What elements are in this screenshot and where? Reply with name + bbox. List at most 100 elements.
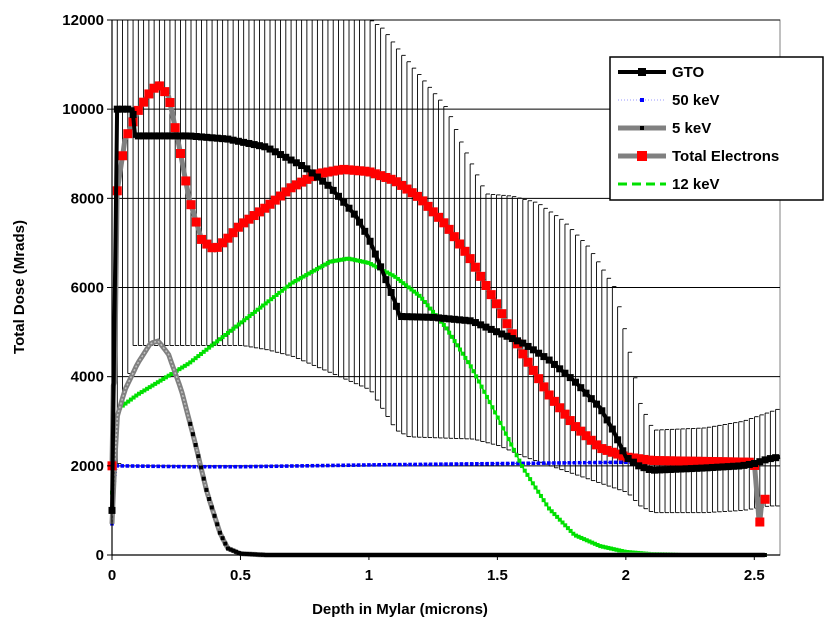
series-12kev-point bbox=[576, 534, 581, 539]
x-tick-label: 1 bbox=[365, 567, 373, 584]
series-50kev-point bbox=[418, 462, 423, 467]
series-gto-point bbox=[377, 263, 385, 271]
series-12kev-point bbox=[371, 263, 376, 268]
series-gto-point bbox=[608, 425, 616, 433]
series-50kev-point bbox=[588, 460, 592, 465]
series-total-electrons-point bbox=[397, 180, 407, 190]
series-50kev-point bbox=[284, 464, 289, 468]
series-total-electrons-point bbox=[233, 222, 243, 232]
series-gto-point bbox=[340, 198, 348, 206]
series-total-electrons-point bbox=[291, 180, 301, 190]
series-gto-point bbox=[150, 132, 158, 140]
series-12kev-point bbox=[627, 550, 632, 555]
series-12kev-point bbox=[193, 356, 198, 361]
series-12kev-point bbox=[242, 318, 247, 323]
series-12kev-point bbox=[320, 264, 325, 269]
series-total-electrons-point bbox=[523, 357, 533, 367]
series-gto-point bbox=[751, 460, 759, 468]
series-gto-point bbox=[171, 132, 179, 140]
series-gto-point bbox=[356, 218, 364, 226]
series-50kev-point bbox=[156, 464, 161, 469]
series-total-electrons-point bbox=[702, 456, 712, 466]
series-50kev-point bbox=[490, 461, 495, 466]
y-tick-label: 10000 bbox=[62, 101, 104, 118]
series-50kev-point bbox=[146, 464, 150, 469]
series-50kev-point bbox=[120, 464, 125, 468]
series-50kev-point bbox=[259, 464, 263, 469]
series-gto-point bbox=[234, 137, 242, 145]
series-12kev-point bbox=[306, 271, 311, 276]
series-12kev-point bbox=[368, 262, 373, 267]
series-total-electrons-point bbox=[344, 165, 354, 175]
series-50kev-point bbox=[192, 464, 197, 469]
series-12kev-point bbox=[555, 514, 560, 519]
series-12kev-point bbox=[220, 335, 225, 340]
series-12kev-point bbox=[495, 415, 500, 420]
legend-label: 5 keV bbox=[672, 120, 711, 137]
series-total-electrons-point bbox=[518, 349, 528, 359]
series-gto-point bbox=[192, 132, 200, 140]
series-50kev-point bbox=[449, 462, 453, 466]
series-total-electrons-point bbox=[628, 453, 638, 463]
series-5kev-point bbox=[228, 547, 233, 552]
series-total-electrons-point bbox=[197, 234, 207, 244]
series-12kev-point bbox=[317, 265, 322, 270]
series-12kev-point bbox=[142, 388, 147, 393]
series-12kev-point bbox=[250, 311, 255, 316]
series-total-electrons-point bbox=[581, 431, 591, 441]
series-12kev-point bbox=[131, 395, 136, 400]
series-12kev-point bbox=[533, 485, 538, 490]
series-gto-point bbox=[450, 315, 458, 323]
series-12kev-point bbox=[282, 286, 287, 291]
series-gto-point bbox=[503, 332, 511, 340]
series-total-electrons-point bbox=[391, 177, 401, 187]
series-12kev-point bbox=[217, 337, 222, 342]
series-gto-point bbox=[176, 132, 184, 140]
series-12kev-point bbox=[449, 334, 454, 339]
series-12kev-point bbox=[517, 458, 522, 463]
series-12kev-point bbox=[158, 378, 163, 383]
series-total-electrons-point bbox=[249, 211, 259, 221]
series-total-electrons-point bbox=[239, 218, 249, 228]
series-total-electrons-point bbox=[139, 97, 149, 107]
series-12kev-point bbox=[212, 341, 217, 346]
series-50kev-point bbox=[238, 464, 243, 469]
series-5kev-point bbox=[201, 476, 206, 481]
y-tick-label: 4000 bbox=[71, 369, 104, 386]
series-50kev-point bbox=[326, 463, 330, 468]
series-gto-point bbox=[661, 466, 669, 474]
series-12kev-point bbox=[511, 447, 516, 452]
series-12kev-point bbox=[603, 545, 608, 550]
legend-label: 12 keV bbox=[672, 176, 720, 193]
series-gto-point bbox=[619, 447, 627, 455]
series-12kev-point bbox=[315, 267, 320, 272]
series-12kev-point bbox=[269, 297, 274, 302]
series-total-electrons-point bbox=[349, 165, 359, 175]
series-12kev-point bbox=[228, 328, 233, 333]
series-gto-point bbox=[329, 186, 337, 194]
series-50kev-point bbox=[243, 464, 248, 469]
series-gto-point bbox=[287, 156, 295, 164]
series-50kev-point bbox=[290, 464, 294, 468]
series-12kev-point bbox=[552, 512, 557, 517]
series-gto-point bbox=[319, 177, 327, 185]
series-gto-point bbox=[593, 400, 601, 408]
series-50kev-point bbox=[495, 461, 500, 466]
series-total-electrons-point bbox=[355, 166, 365, 176]
series-gto-point bbox=[614, 436, 622, 444]
series-50kev-point bbox=[305, 463, 310, 468]
series-gto-point bbox=[603, 416, 611, 424]
series-12kev-point bbox=[328, 259, 333, 264]
series-total-electrons-point bbox=[381, 172, 391, 182]
series-total-electrons-point bbox=[444, 224, 454, 234]
legend-item: GTO bbox=[618, 64, 705, 81]
series-50kev-point bbox=[130, 464, 135, 468]
series-total-electrons-point bbox=[412, 191, 422, 201]
series-12kev-point bbox=[155, 380, 160, 385]
series-12kev-point bbox=[579, 535, 584, 540]
series-12kev-point bbox=[199, 351, 204, 356]
series-gto-point bbox=[161, 132, 169, 140]
series-50kev-point bbox=[171, 464, 176, 469]
series-12kev-point bbox=[536, 489, 541, 494]
series-12kev-point bbox=[390, 273, 395, 278]
